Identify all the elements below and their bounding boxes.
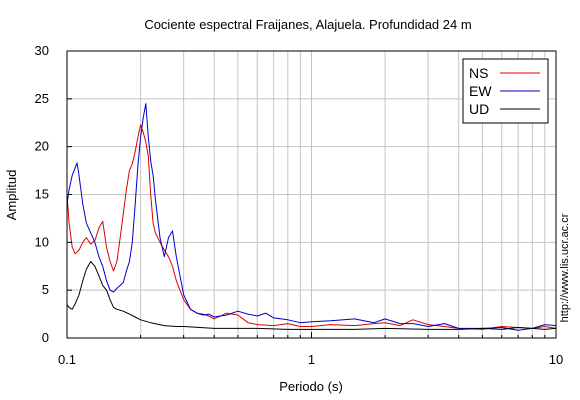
y-tick-label: 25 [35, 91, 49, 106]
legend-label-ns: NS [469, 65, 488, 81]
chart-title: Cociente espectral Fraijanes, Alajuela. … [144, 17, 471, 32]
watermark-url: http://www.lis.ucr.ac.cr [559, 213, 571, 322]
legend-label-ew: EW [469, 83, 492, 99]
y-tick-label: 0 [42, 330, 49, 345]
y-tick-label: 15 [35, 187, 49, 202]
series-line-ew [66, 103, 557, 331]
legend-label-ud: UD [469, 101, 489, 117]
y-tick-label: 20 [35, 139, 49, 154]
y-tick-label: 5 [42, 282, 49, 297]
y-axis-label: Amplitud [4, 170, 19, 221]
series-line-ns [66, 124, 557, 330]
data-series [66, 103, 557, 331]
y-axis-ticks: 0 5 10 15 20 25 30 [35, 43, 72, 345]
x-tick-label: 10 [549, 352, 563, 367]
x-tick-label: 0.1 [58, 352, 76, 367]
legend: NS EW UD [462, 58, 549, 124]
series-line-ud [66, 261, 557, 330]
x-tick-label: 1 [308, 352, 315, 367]
y-tick-label: 30 [35, 43, 49, 58]
x-axis-label: Periodo (s) [279, 379, 343, 394]
x-axis-ticks: 0.1 1 10 [58, 332, 563, 367]
y-tick-label: 10 [35, 234, 49, 249]
